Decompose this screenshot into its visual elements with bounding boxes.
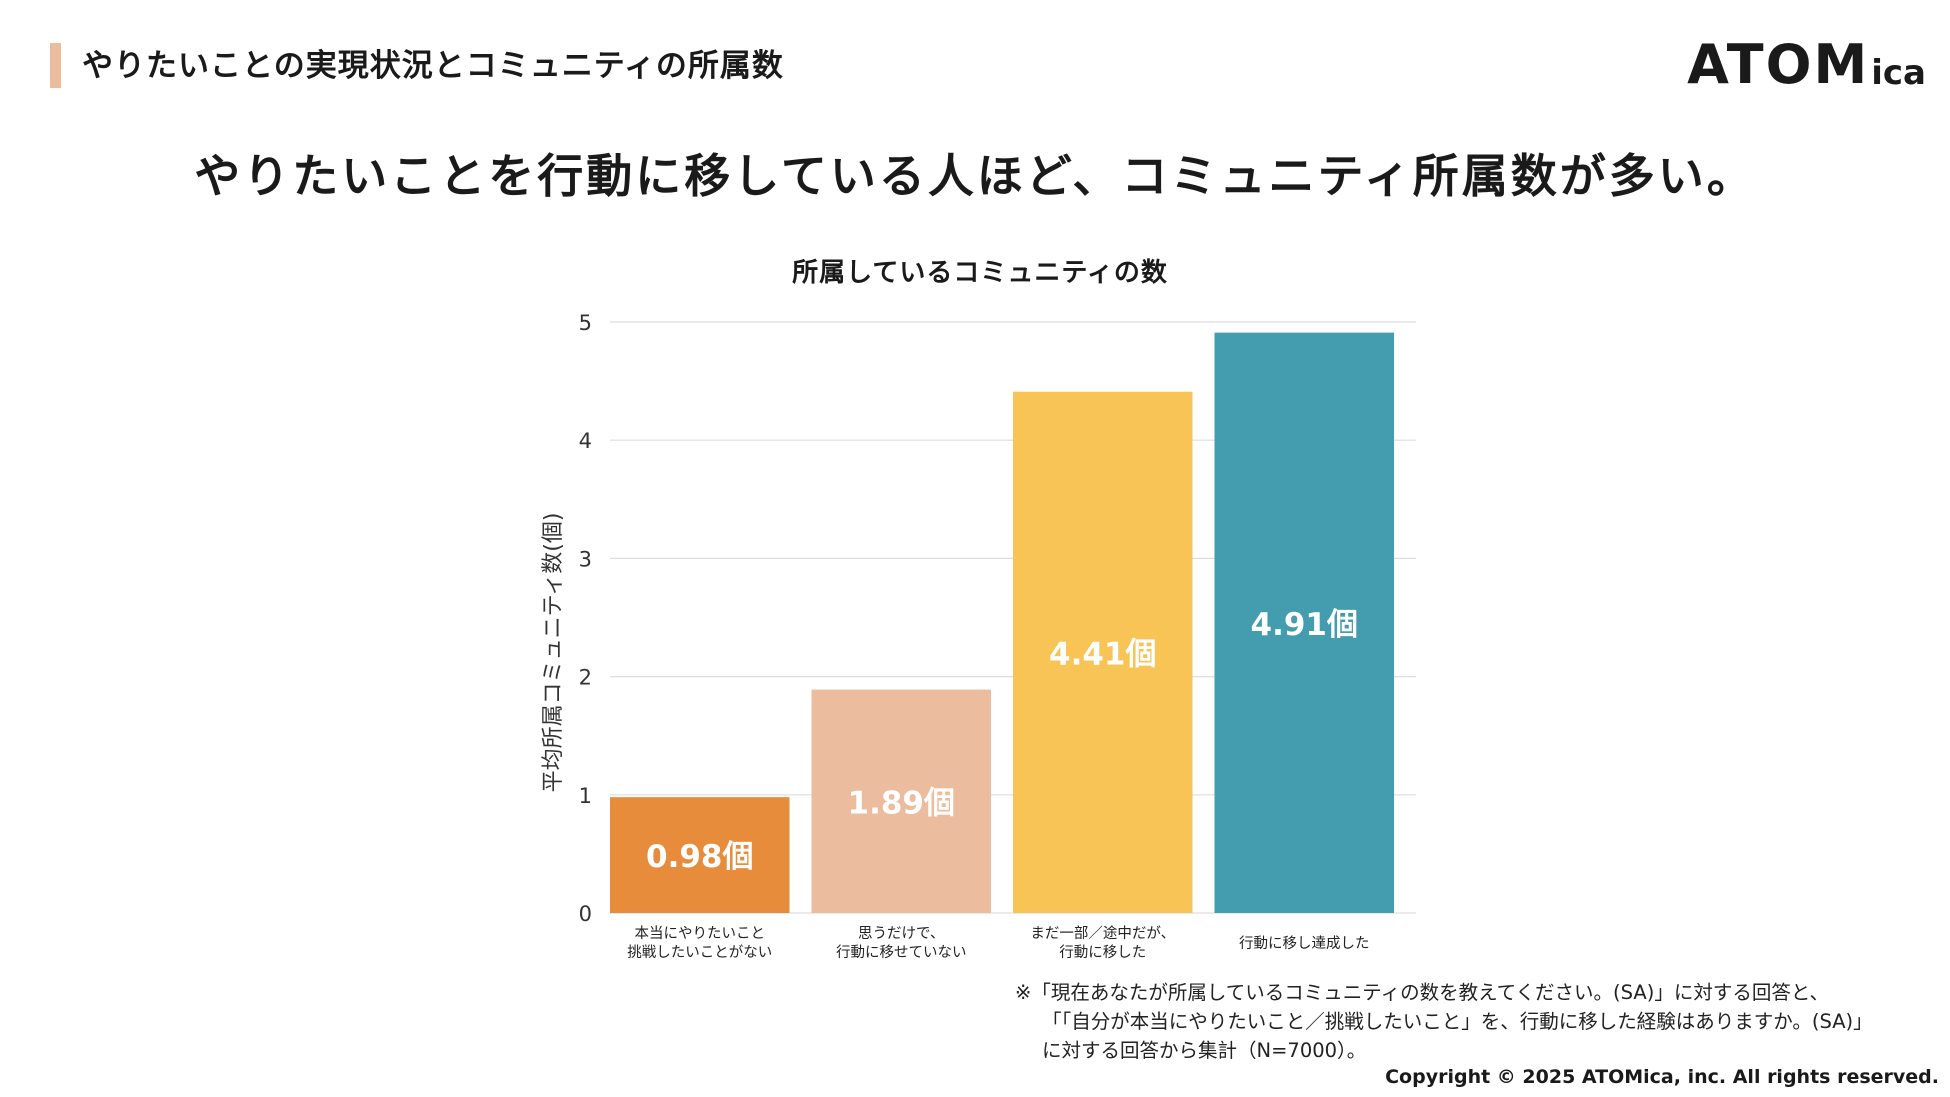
bar-data-label: 1.89個 [848, 785, 956, 821]
bar-data-label: 0.98個 [646, 839, 754, 875]
y-tick-label: 2 [579, 666, 592, 690]
x-category-label: まだ一部／途中だが、 [1030, 925, 1175, 942]
logo-main-text: ATOM [1687, 33, 1870, 96]
atomica-logo: ATOM ica [1687, 38, 1926, 92]
y-tick-label: 4 [579, 429, 592, 453]
bar-data-label: 4.41個 [1049, 636, 1157, 672]
footnote: ※「現在あなたが所属しているコミュニティの数を教えてください。(SA)」に対する… [1015, 978, 1873, 1065]
y-tick-label: 3 [579, 547, 592, 571]
footnote-line: に対する回答から集計（N=7000）。 [1042, 1039, 1367, 1062]
x-category-label: 本当にやりたいこと [635, 925, 766, 942]
y-tick-label: 1 [579, 784, 592, 808]
x-category-label: 行動に移せていない [836, 944, 967, 961]
x-category-label: 行動に移し達成した [1239, 935, 1370, 952]
footnote-line: ※「現在あなたが所属しているコミュニティの数を教えてください。(SA)」に対する… [1015, 981, 1830, 1004]
x-category-label: 挑戦したいことがない [627, 944, 772, 961]
y-tick-label: 5 [579, 311, 592, 335]
logo-sub-text: ica [1871, 53, 1926, 93]
page-headline: やりたいことを行動に移している人ほど、コミュニティ所属数が多い。 [194, 149, 1756, 203]
bar [610, 797, 790, 913]
bar [1013, 391, 1193, 913]
copyright-notice: Copyright © 2025 ATOMica, inc. All right… [1385, 1066, 1939, 1088]
section-accent-bar [50, 43, 61, 88]
y-axis-label: 平均所属コミュニティ数(個) [541, 513, 566, 793]
x-category-label: 行動に移した [1059, 944, 1146, 961]
bar [1214, 332, 1394, 913]
bar [811, 689, 991, 913]
bar-data-label: 4.91個 [1251, 607, 1359, 643]
y-tick-label: 0 [579, 902, 592, 926]
footnote-line: 「「自分が本当にやりたいこと／挑戦したいこと」を、行動に移した経験はありますか。… [1042, 1010, 1873, 1033]
x-category-label: 思うだけで、 [858, 926, 944, 942]
section-title: やりたいことの実現状況とコミュニティの所属数 [82, 48, 784, 84]
chart-title: 所属しているコミュニティの数 [792, 258, 1168, 288]
bar-chart: 0 1 2 3 4 5 平均所属コミュニティ数(個) 0.98個本当にやりたいこと挑戦したいこ… [541, 311, 1416, 961]
